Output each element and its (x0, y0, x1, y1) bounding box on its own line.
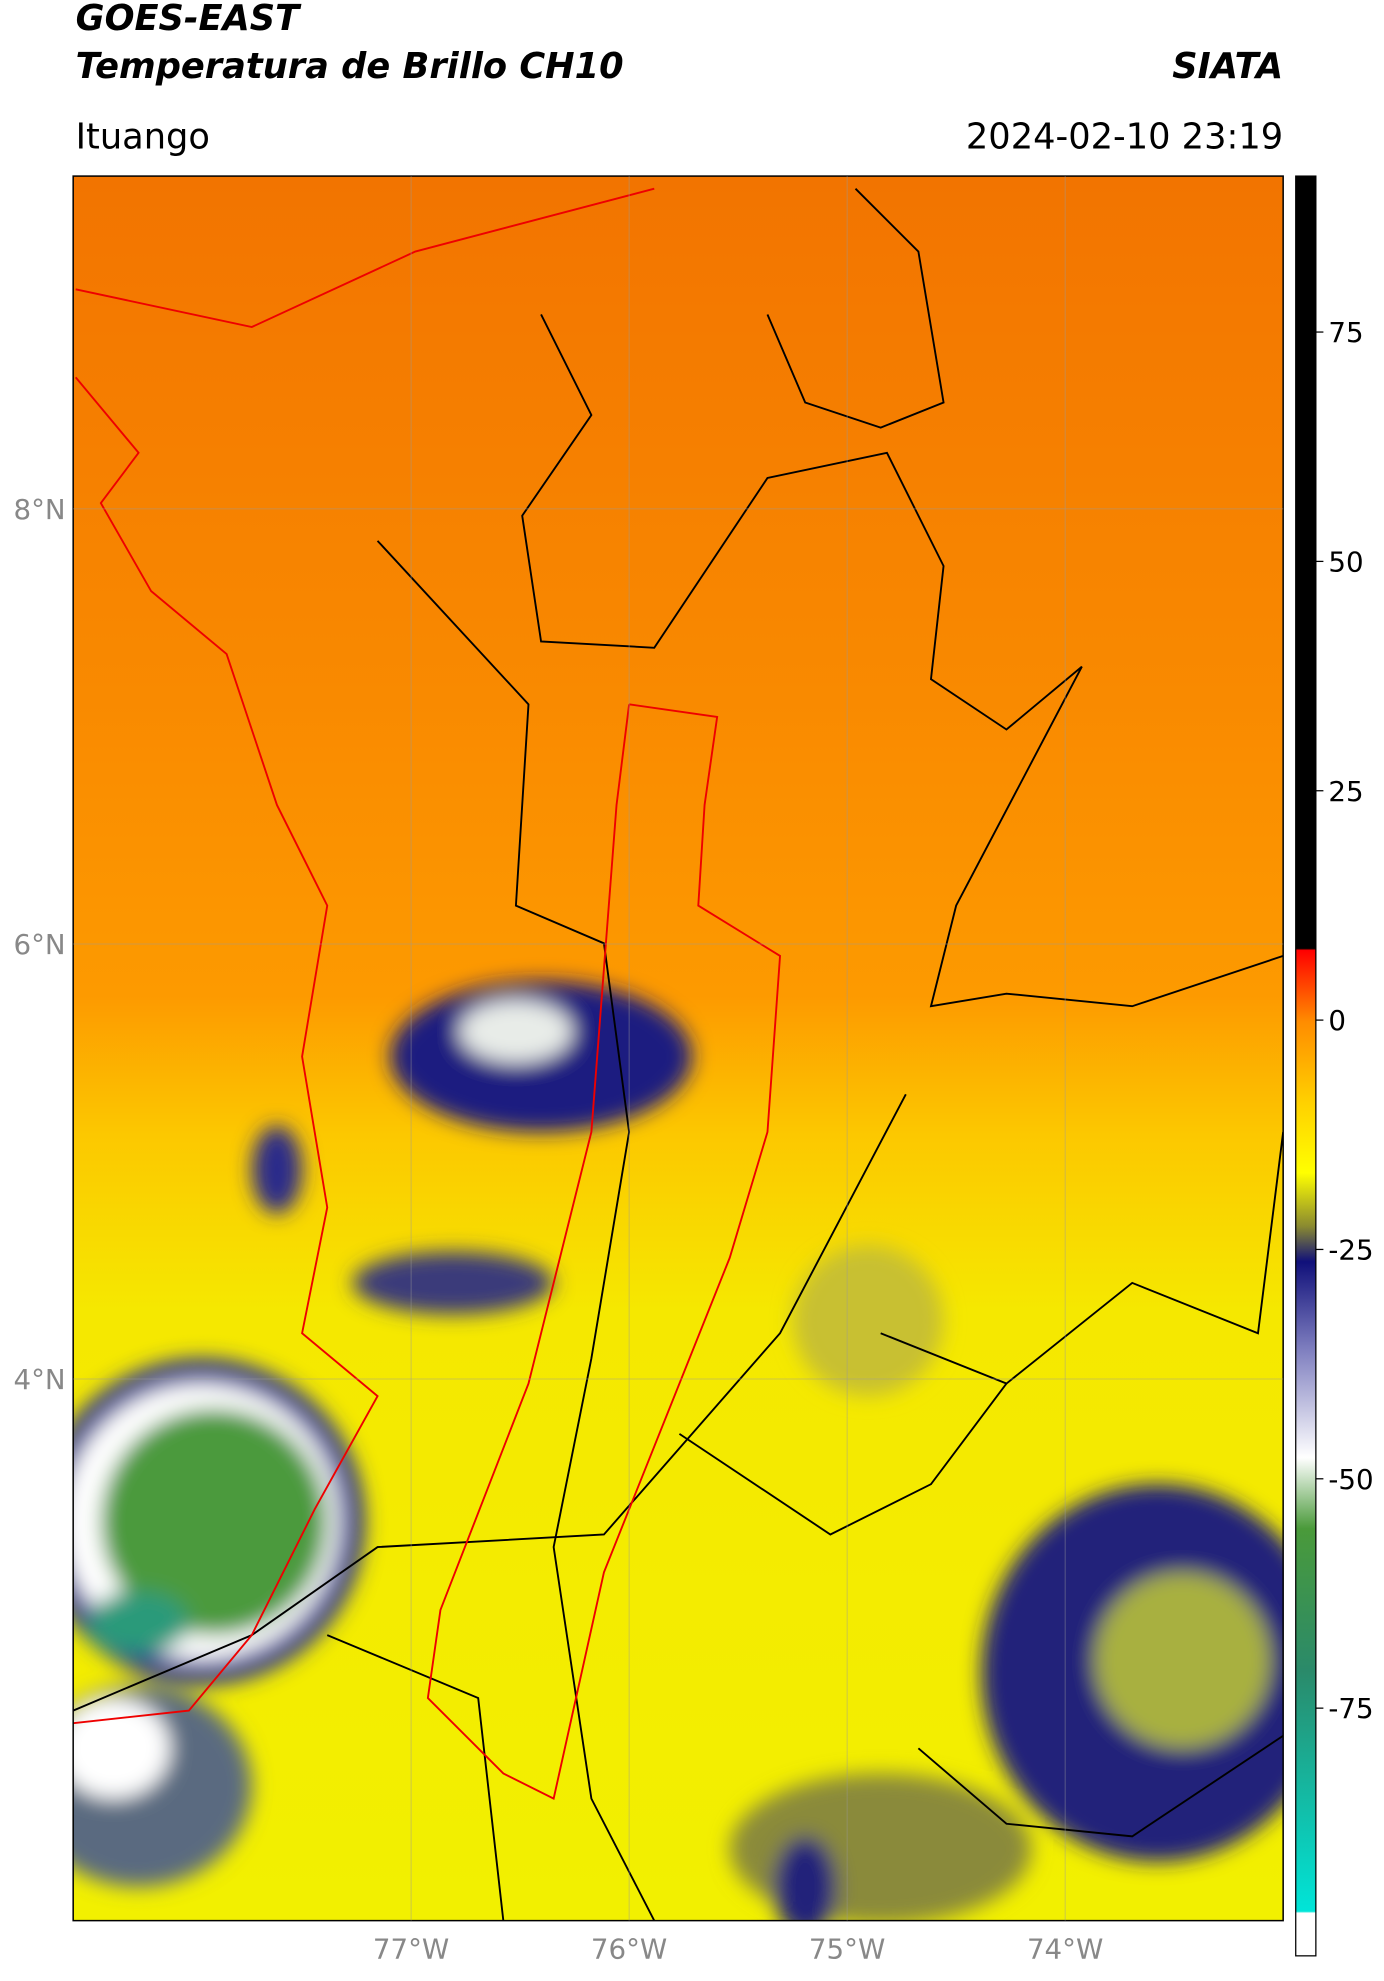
map-frame (72, 175, 1284, 1922)
datetime: 2024-02-10 23:19 (966, 116, 1283, 157)
y-tick-label: 4°N (14, 1363, 66, 1396)
x-tick-label: 74°W (1027, 1932, 1103, 1965)
red-boundaries (73, 187, 782, 1801)
title: GOES-EAST (76, 0, 302, 39)
source: SIATA (1172, 46, 1283, 87)
colorbar-tick-label: -50 (1328, 1463, 1373, 1496)
x-tick-label: 76°W (591, 1932, 667, 1965)
y-tick-label: 6°N (14, 928, 66, 961)
colorbar-tick-label: 0 (1328, 1004, 1346, 1037)
colorbar-tick-label: -25 (1328, 1234, 1373, 1267)
colorbar-tick-label: 25 (1328, 775, 1363, 808)
colorbar-tick-label: -75 (1328, 1692, 1373, 1725)
colorbar (1295, 175, 1317, 1957)
map (73, 176, 1284, 1921)
colorbar-tick-label: 50 (1328, 545, 1363, 578)
colorbar-tick-label: 75 (1328, 316, 1363, 349)
y-tick-label: 8°N (14, 493, 66, 526)
x-tick-label: 75°W (809, 1932, 885, 1965)
subtitle: Temperatura de Brillo CH10 (76, 46, 624, 87)
location: Ituango (76, 116, 210, 157)
x-tick-label: 77°W (373, 1932, 449, 1965)
